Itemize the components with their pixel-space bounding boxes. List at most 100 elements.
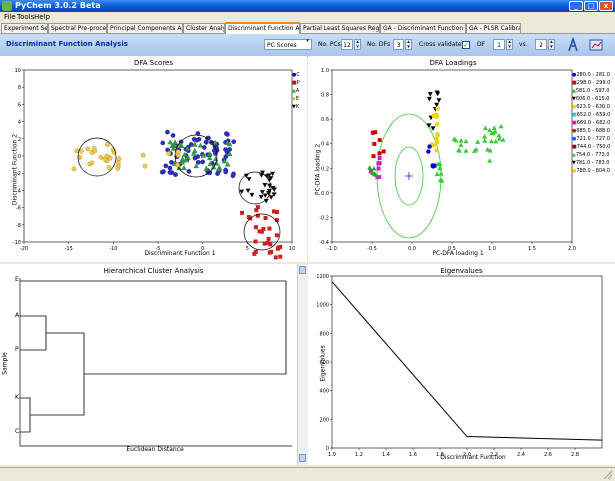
menu-help[interactable]: Help <box>34 13 50 21</box>
num-dfs-label: No. DFs <box>367 41 391 48</box>
origin-marker <box>405 172 413 180</box>
legend-label: 581.0 - 597.0 <box>575 88 610 94</box>
loading-point <box>434 122 440 127</box>
df-spinner[interactable]: ▴ ▾ <box>506 39 513 50</box>
vs-input[interactable]: 2 <box>535 39 547 50</box>
leaf-label: K <box>15 394 19 401</box>
status-bar <box>0 467 615 481</box>
loading-point <box>500 137 506 142</box>
loading-point <box>377 138 382 143</box>
legend-label: 669.0 - 682.0 <box>576 120 611 126</box>
num-pcs-input[interactable]: 12 <box>341 39 353 50</box>
score-point <box>259 190 265 195</box>
vertical-scrollbar[interactable] <box>297 264 308 465</box>
tab-plsr[interactable]: Partial Least Squares Regression <box>300 23 380 33</box>
score-point <box>203 165 210 171</box>
dendrogram-plot[interactable] <box>0 264 307 465</box>
y-tick-label: -10 <box>13 240 21 246</box>
close-button[interactable]: x <box>599 1 613 11</box>
df-input[interactable]: 1 <box>493 39 505 50</box>
source-select[interactable]: PC Scores <box>264 39 312 50</box>
run-dfa-icon[interactable] <box>566 37 580 53</box>
app-icon <box>2 1 12 11</box>
y-tick-label: -0.2 <box>319 215 329 221</box>
y-tick-label: 0.8 <box>321 93 329 99</box>
score-point <box>212 156 219 161</box>
y-tick-label: 0.4 <box>321 142 329 148</box>
score-point <box>191 136 197 142</box>
confidence-circle <box>238 171 272 205</box>
score-point <box>140 152 146 158</box>
tab-experiment-setup[interactable]: Experiment Setup <box>1 23 48 33</box>
vs-spinner[interactable]: ▴ ▾ <box>548 39 555 50</box>
loading-point <box>493 138 499 144</box>
eigenvalues-plot[interactable]: 1.0 1.2 1.4 1.6 1.8 2.0 2.2 2.4 2.6 2.8 1200 1000 80… <box>308 264 615 465</box>
score-point <box>210 164 217 170</box>
plot-options-icon[interactable] <box>588 36 606 54</box>
loading-point <box>451 136 457 142</box>
score-point <box>165 129 170 135</box>
y-tick-label: 800 <box>319 331 329 337</box>
tab-cluster-analysis[interactable]: Cluster Analysis <box>183 23 225 33</box>
legend-label: 280.0 - 281.0 <box>576 72 610 78</box>
leaf-label: A <box>15 312 20 319</box>
score-point <box>262 241 267 246</box>
legend-label: 721.0 - 727.0 <box>576 136 610 142</box>
loading-point <box>381 149 386 154</box>
loading-point <box>434 102 440 108</box>
num-dfs-input[interactable]: 3 <box>393 39 404 50</box>
x-tick-label: 1.2 <box>355 452 363 458</box>
tab-ga-dfa[interactable]: GA - Discriminant Function Analysis <box>380 23 466 33</box>
resize-grip-icon[interactable] <box>600 470 613 480</box>
score-point <box>167 165 173 171</box>
score-point <box>246 177 252 182</box>
legend-item-e: ◆E <box>292 96 300 102</box>
loading-point <box>368 169 373 174</box>
score-point <box>223 154 229 159</box>
score-point <box>268 176 274 181</box>
score-point <box>274 233 279 238</box>
loading-point <box>434 140 440 145</box>
loading-point <box>482 138 488 143</box>
tab-ga-plsr[interactable]: GA - PLSR Calibration <box>466 23 521 33</box>
leaf-label: C <box>15 428 20 435</box>
score-point <box>169 159 174 165</box>
score-point <box>195 154 201 159</box>
cross-validate-checkbox[interactable]: ✓ <box>462 41 470 49</box>
loading-point <box>489 130 495 136</box>
tab-pca[interactable]: Principal Components Analysis <box>107 23 183 33</box>
scores-ylabel: Discriminant Function 2 <box>11 133 19 206</box>
loadings-legend-item: ▲754.0 - 773.0 <box>572 151 610 159</box>
loading-point <box>485 146 491 152</box>
loading-point <box>487 127 493 133</box>
legend-marker-icon: ● <box>572 136 577 142</box>
score-point <box>184 145 191 151</box>
y-tick-label: 4 <box>18 120 21 126</box>
legend-item-c: ●C <box>292 72 300 78</box>
num-pcs-spinner[interactable]: ▴ ▾ <box>354 39 361 50</box>
score-point <box>207 160 214 166</box>
legend-label: 685.0 - 688.0 <box>576 128 610 134</box>
loading-point <box>434 171 440 176</box>
tab-spectral-preprocessing[interactable]: Spectral Pre-processing <box>48 23 107 33</box>
chevron-down-icon: ▾ <box>306 38 309 44</box>
minimize-button[interactable]: _ <box>569 1 583 11</box>
menu-file[interactable]: File <box>4 13 16 21</box>
menu-tools[interactable]: Tools <box>17 13 35 21</box>
loading-ellipse-inner <box>394 146 424 206</box>
hca-title: Hierarchical Cluster Analysis <box>103 267 204 275</box>
loading-point <box>427 92 433 97</box>
dfa-scores-plot[interactable]: -20 -15 -10 -5 0 5 10 10 8 6 4 2 0 -2 -4 -6 -8 -10 <box>0 56 307 262</box>
toolbar-title: Discriminant Function Analysis <box>6 40 128 48</box>
num-dfs-spinner[interactable]: ▴ ▾ <box>405 39 412 50</box>
window-title: PyChem 3.0.2 Beta <box>15 1 101 10</box>
eigen-title: Eigenvalues <box>440 267 483 275</box>
tab-dfa[interactable]: Discriminant Function Analysis <box>225 22 300 34</box>
tab-strip: Experiment Setup Spectral Pre-processing… <box>0 22 615 34</box>
legend-marker-icon: ■ <box>572 112 577 118</box>
maximize-button[interactable]: □ <box>584 1 598 11</box>
dfa-loadings-panel: DFA Loadings -1.0 -0.5 0.0 0.5 1.0 1.5 2.0 1.0 0… <box>308 56 615 262</box>
dfa-loadings-plot[interactable]: -1.0 -0.5 0.0 0.5 1.0 1.5 2.0 1.0 0.8 0.6 0.4 0.2 0.… <box>308 56 615 262</box>
loading-point <box>471 148 477 153</box>
y-tick-label: 600 <box>319 360 329 366</box>
